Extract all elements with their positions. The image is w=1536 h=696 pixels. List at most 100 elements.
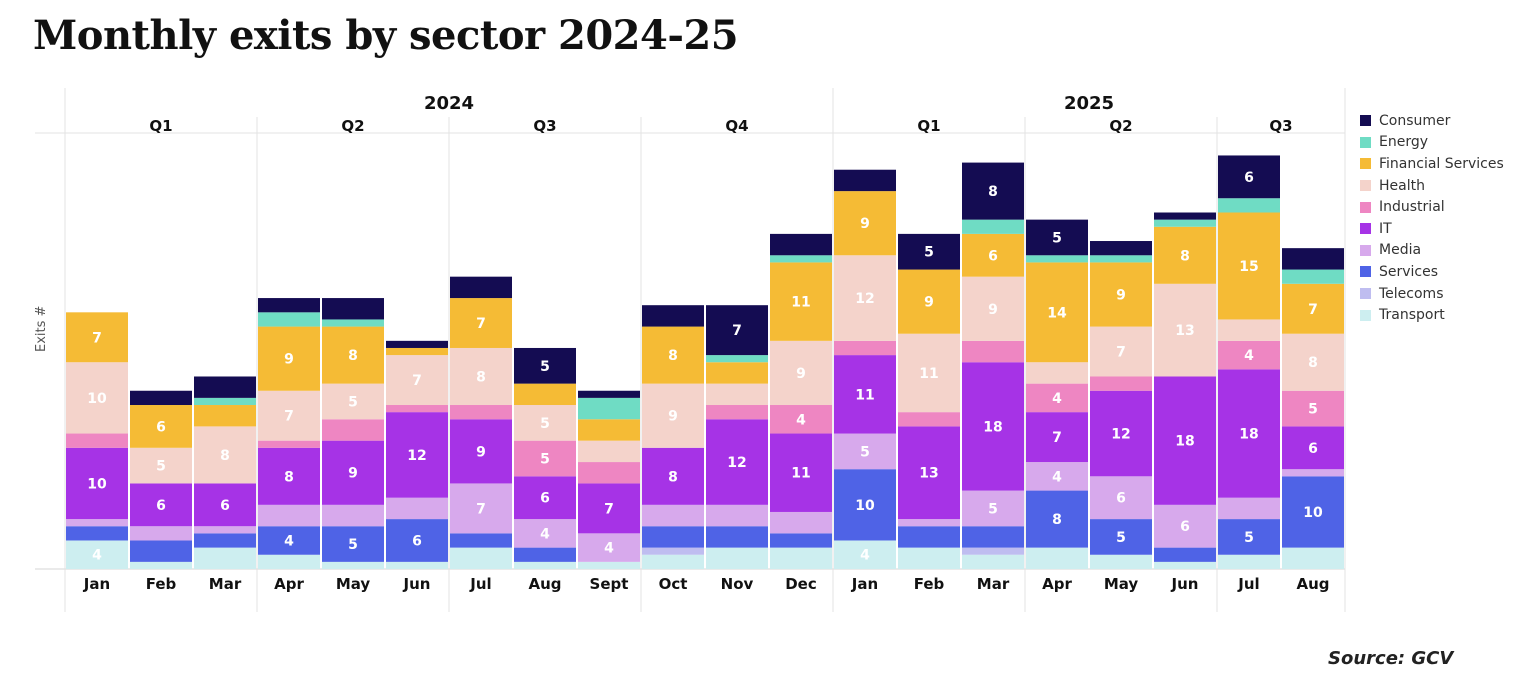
data-label: 5: [1244, 530, 1254, 546]
bar-segment-consumer: [898, 233, 960, 270]
legend-item: Transport: [1360, 304, 1504, 326]
data-label: 6: [1308, 441, 1318, 457]
legend-label: Financial Services: [1379, 155, 1504, 172]
bar-segment-health: [898, 333, 960, 413]
bar-segment-industrial: [1282, 390, 1344, 427]
bar-segment-energy: [578, 397, 640, 420]
bar-segment-media: [1026, 462, 1088, 491]
bar-segment-transport: [834, 540, 896, 569]
bar-segment-consumer: [1282, 248, 1344, 270]
bar-segment-it: [130, 483, 192, 527]
bar-segment-industrial: [1218, 340, 1280, 370]
bar-segment-it: [1026, 412, 1088, 463]
data-label: 13: [1175, 323, 1194, 339]
bar-segment-energy: [770, 255, 832, 263]
legend-swatch: [1360, 309, 1371, 321]
bar-segment-financial-services: [1026, 262, 1088, 363]
bar-segment-industrial: [770, 405, 832, 434]
bar-segment-media: [898, 519, 960, 527]
bar-segment-media: [1282, 469, 1344, 477]
bar-segment-health: [258, 390, 320, 441]
data-label: 10: [1303, 505, 1323, 521]
data-label: 5: [156, 459, 166, 475]
bar-segment-financial-services: [1282, 283, 1344, 334]
data-label: 5: [540, 416, 550, 432]
x-tick-label: Apr: [1042, 575, 1072, 593]
bar-segment-transport: [962, 554, 1024, 569]
bar-segment-financial-services: [322, 326, 384, 384]
bar-segment-industrial: [834, 340, 896, 356]
bar-segment-it: [386, 412, 448, 498]
bar-segment-consumer: [386, 340, 448, 348]
data-label: 8: [348, 348, 358, 364]
data-label: 6: [540, 491, 550, 507]
legend-item: Industrial: [1360, 196, 1504, 218]
x-tick-label: Mar: [977, 575, 1010, 593]
bar-segment-financial-services: [642, 326, 704, 384]
bar-segment-financial-services: [706, 362, 768, 384]
bar-segment-services: [514, 547, 576, 562]
bar-segment-it: [1282, 426, 1344, 470]
bar-segment-consumer: [258, 298, 320, 313]
x-tick-label: Dec: [785, 575, 817, 593]
bar-segment-industrial: [258, 440, 320, 448]
bar-segment-transport: [1026, 547, 1088, 569]
year-label: 2025: [1064, 93, 1114, 114]
data-label: 5: [924, 245, 934, 261]
data-label: 10: [855, 498, 875, 514]
data-label: 18: [1239, 427, 1258, 443]
bar-segment-media: [322, 504, 384, 527]
data-label: 6: [1244, 170, 1254, 186]
legend-label: Health: [1379, 177, 1425, 194]
data-label: 6: [1180, 519, 1190, 535]
x-tick-label: Jan: [83, 575, 110, 593]
quarter-label: Q3: [1269, 117, 1292, 135]
bar-segment-it: [834, 355, 896, 434]
bar-segment-services: [1154, 547, 1216, 562]
bar-segment-energy: [1154, 219, 1216, 227]
bar-segment-financial-services: [258, 326, 320, 391]
data-label: 8: [1308, 355, 1318, 371]
bar-segment-services: [322, 526, 384, 562]
x-tick-label: Jun: [403, 575, 431, 593]
bar-segment-health: [130, 447, 192, 484]
data-label: 6: [412, 533, 422, 549]
data-label: 18: [1175, 434, 1194, 450]
quarter-label: Q3: [533, 117, 556, 135]
bar-segment-it: [1218, 369, 1280, 498]
data-label: 8: [988, 184, 998, 200]
x-tick-label: Feb: [914, 575, 945, 593]
quarter-label: Q1: [917, 117, 940, 135]
bar-segment-financial-services: [898, 269, 960, 334]
bar-segment-financial-services: [386, 347, 448, 356]
bar-segment-health: [834, 255, 896, 341]
bar-segment-it: [962, 362, 1024, 491]
bar-segment-industrial: [706, 405, 768, 420]
bar-segment-media: [834, 433, 896, 470]
data-label: 4: [92, 548, 102, 564]
bar-segment-transport: [706, 547, 768, 569]
data-label: 7: [1052, 430, 1062, 446]
x-tick-label: May: [336, 575, 371, 593]
data-label: 18: [983, 419, 1002, 435]
bar-segment-consumer: [706, 305, 768, 356]
legend-label: Energy: [1379, 134, 1429, 151]
x-tick-label: Jul: [1237, 575, 1259, 593]
bar-segment-health: [578, 440, 640, 463]
bar-segment-transport: [258, 554, 320, 569]
quarter-label: Q1: [149, 117, 172, 135]
x-tick-label: Apr: [274, 575, 304, 593]
bar-segment-media: [66, 519, 128, 527]
data-label: 10: [87, 476, 107, 492]
bar-segment-industrial: [322, 419, 384, 441]
data-label: 12: [407, 448, 426, 464]
x-tick-label: Jun: [1171, 575, 1199, 593]
bar-segment-energy: [962, 219, 1024, 234]
bar-segment-consumer: [322, 298, 384, 320]
x-tick-label: Aug: [528, 575, 561, 593]
bar-segment-it: [194, 483, 256, 527]
legend-swatch: [1360, 244, 1371, 256]
data-label: 5: [540, 359, 550, 375]
data-label: 5: [348, 537, 358, 553]
legend-label: Services: [1379, 263, 1439, 280]
